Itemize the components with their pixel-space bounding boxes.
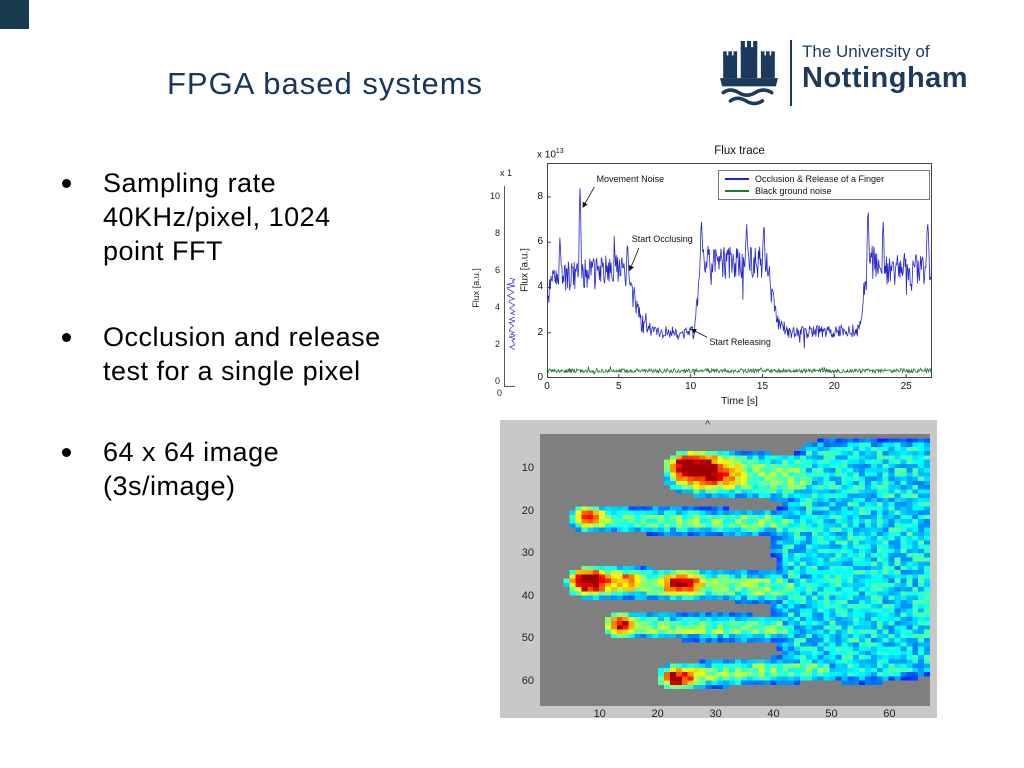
y-tick-label: 50 <box>521 632 534 644</box>
legend-line-sample <box>725 190 749 192</box>
background-chart-fragment: x 1 Flux [a.u.] 0 10 8 6 4 2 0 <box>462 160 522 402</box>
y-tick-label: 4 <box>494 302 500 312</box>
y-axis-line <box>504 186 505 386</box>
y-tick-label: 2 <box>537 326 543 338</box>
legend-entry-label: Black ground noise <box>755 186 832 196</box>
x-axis-line <box>504 386 521 387</box>
legend-entry-label: Occlusion & Release of a Finger <box>755 174 885 184</box>
bullet-text-line: 64 x 64 image <box>103 437 280 467</box>
flux-legend: Occlusion & Release of a Finger Black gro… <box>718 170 930 200</box>
bullet-item: 64 x 64 image (3s/image) <box>62 435 443 503</box>
bullet-dot-icon <box>62 179 71 188</box>
corner-accent-square <box>0 0 29 29</box>
y-tick-label: 40 <box>521 589 534 602</box>
y-tick-label: 8 <box>537 190 543 202</box>
bullet-item: Sampling rate 40KHz/pixel, 1024 point FFT <box>62 166 443 268</box>
bullet-text-line: 40KHz/pixel, 1024 <box>103 202 331 232</box>
logo-nottingham-text: Nottingham <box>802 62 969 94</box>
x-tick-label: 15 <box>756 381 769 392</box>
x-tick-label: 10 <box>593 708 606 720</box>
bullet-text-line: Sampling rate <box>103 168 277 198</box>
y-scale-label: x 1013 <box>537 148 564 160</box>
nottingham-logo: The University of Nottingham <box>712 36 972 112</box>
flux-trace-chart: Flux trace x 1013 Flux [a.u.] Time [s] O… <box>515 143 937 413</box>
bullet-text-line: (3s/image) <box>103 471 236 501</box>
hand-heatmap-canvas <box>540 434 930 706</box>
bullet-dot-icon <box>62 448 71 457</box>
y-scale-exponent: 13 <box>555 148 564 155</box>
x-tick-label: 0 <box>544 381 550 392</box>
bullet-text: Occlusion and release test for a single p… <box>103 320 443 388</box>
chart-annotation: Start Releasing <box>709 336 771 347</box>
y-tick-label: 2 <box>494 339 500 349</box>
chart-annotation: Movement Noise <box>596 173 665 184</box>
x-tick-label: 0 <box>496 388 502 398</box>
x-tick-label: 50 <box>825 708 838 720</box>
y-tick-label: 0 <box>537 372 543 383</box>
chart-annotation: Start Occlusing <box>631 233 693 244</box>
figure-caret-mark: ^ <box>705 419 711 431</box>
bullet-text: 64 x 64 image (3s/image) <box>103 435 443 503</box>
y-tick-label: 6 <box>537 236 543 248</box>
x-axis-label: Time [s] <box>721 395 758 407</box>
chart-title: Flux trace <box>714 145 765 157</box>
y-tick-label: 6 <box>494 265 500 275</box>
x-tick-label: 30 <box>709 708 722 720</box>
y-tick-label: 30 <box>521 547 534 559</box>
hand-heatmap-figure: ^ 10 20 30 40 50 60 10 20 30 40 50 60 <box>500 419 937 720</box>
y-tick-label: 20 <box>521 504 534 517</box>
x-tick-label: 25 <box>900 381 912 392</box>
x-tick-label: 60 <box>883 708 896 720</box>
bullet-text-line: test for a single pixel <box>103 356 361 386</box>
bullet-dot-icon <box>62 333 71 342</box>
y-tick-label: 4 <box>537 281 543 293</box>
flux-plot-area <box>547 163 932 378</box>
legend-entry: Black ground noise <box>725 186 923 196</box>
bullet-text: Sampling rate 40KHz/pixel, 1024 point FFT <box>103 166 443 268</box>
x-tick-label: 40 <box>767 708 780 720</box>
y-tick-label: 60 <box>521 674 534 687</box>
y-scale-base: x 10 <box>537 149 556 161</box>
page-title: FPGA based systems <box>167 66 484 101</box>
bullet-text-line: Occlusion and release <box>103 322 381 352</box>
x-tick-label: 10 <box>685 381 697 392</box>
bullet-text-line: point FFT <box>103 236 224 266</box>
legend-entry: Occlusion & Release of a Finger <box>725 174 923 184</box>
legend-line-sample <box>725 178 749 180</box>
bullet-item: Occlusion and release test for a single p… <box>62 320 443 388</box>
castle-icon <box>720 40 778 106</box>
logo-divider <box>790 40 792 106</box>
x-tick-label: 5 <box>616 381 622 392</box>
y-tick-label: 10 <box>489 191 500 201</box>
x-tick-label: 20 <box>651 708 664 720</box>
y-tick-label: 8 <box>494 228 500 238</box>
y-tick-label: 10 <box>521 462 534 474</box>
x-tick-label: 20 <box>828 381 840 392</box>
y-scale-label: x 1 <box>500 168 513 178</box>
flux-squiggle-line <box>506 278 518 350</box>
logo-university-of-text: The University of <box>802 42 930 61</box>
y-tick-label: 0 <box>494 376 500 386</box>
